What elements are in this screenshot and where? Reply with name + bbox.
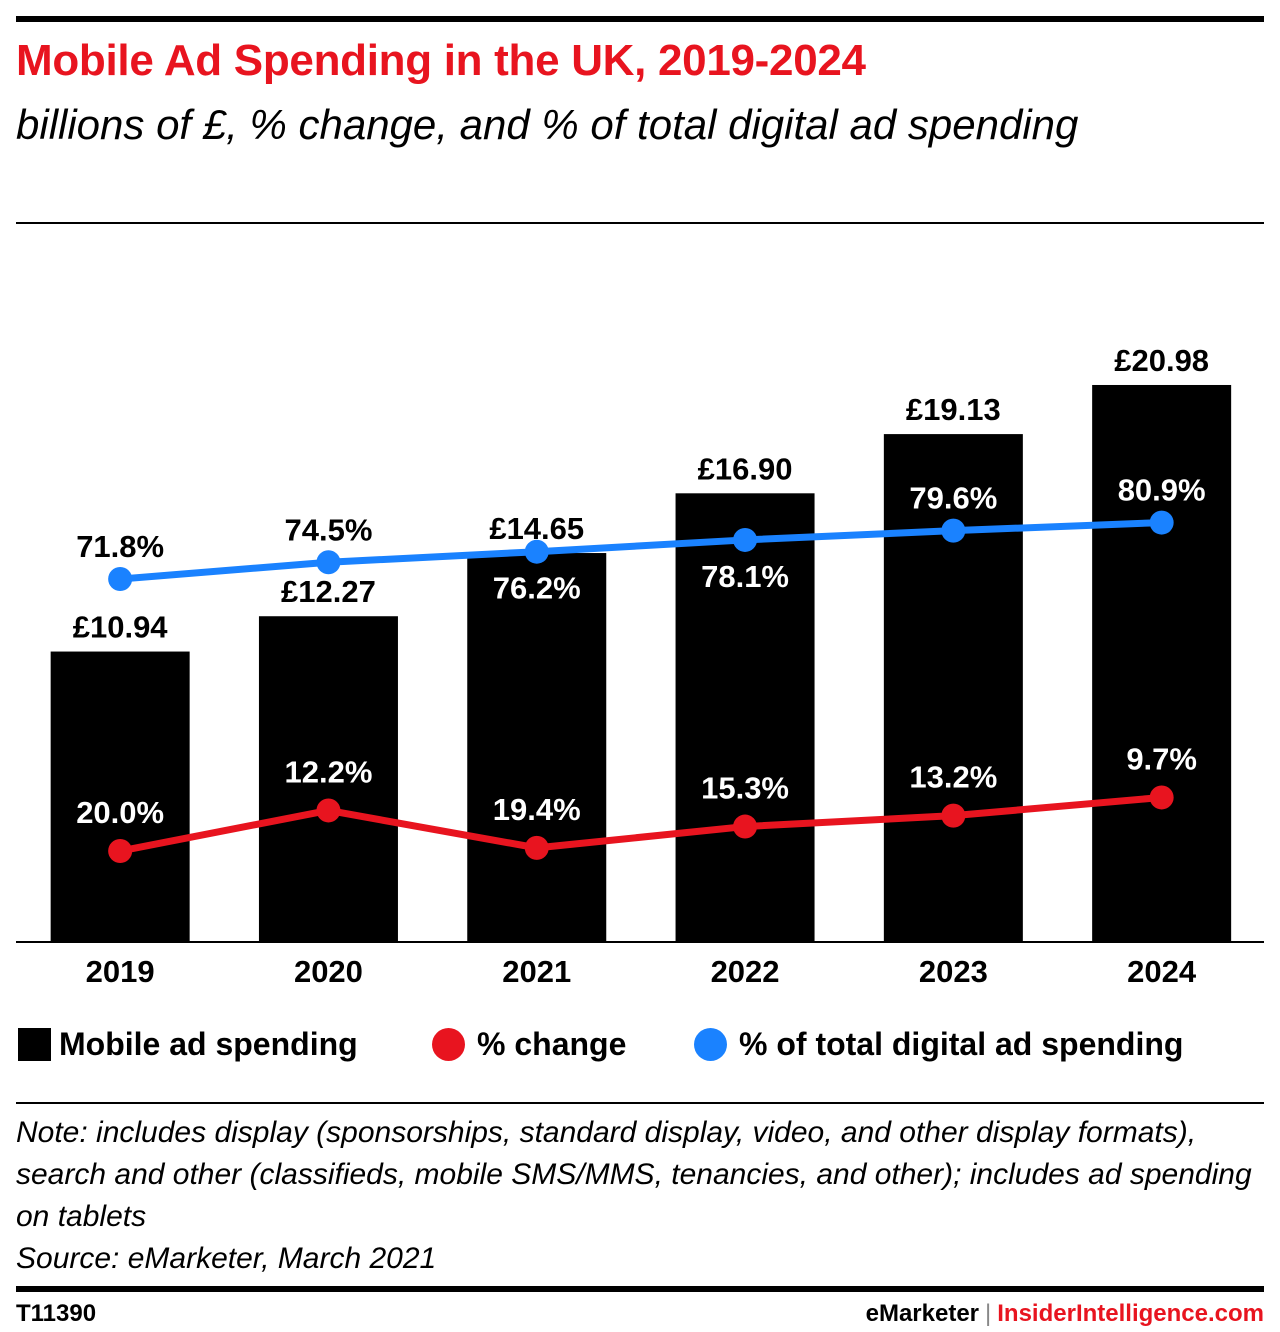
data-label-percent-of-total: 74.5% (284, 512, 372, 547)
data-label-percent-of-total: 71.8% (76, 529, 164, 564)
legend-swatch-percent-of-total (694, 1027, 727, 1061)
bar-value-label: £16.90 (698, 451, 793, 486)
bar-mobile-ad-spending (258, 616, 398, 942)
top-rule (16, 16, 1264, 22)
legend-item-mobile-ad-spending: Mobile ad spending (18, 1024, 358, 1064)
bar-mobile-ad-spending (675, 493, 815, 942)
chart-code: T11390 (16, 1300, 97, 1327)
data-label-percent-change: 13.2% (909, 760, 997, 795)
data-label-percent-change: 20.0% (76, 795, 164, 830)
data-label-percent-change: 15.3% (701, 771, 789, 806)
point-percent-of-total (316, 550, 341, 575)
point-percent-of-total (108, 567, 133, 591)
brand-line: eMarketer | InsiderIntelligence.com (866, 1300, 1264, 1328)
point-percent-of-total (941, 518, 966, 543)
data-label-percent-of-total: 80.9% (1118, 473, 1206, 508)
point-percent-change (1149, 785, 1174, 810)
bar-value-label: £20.98 (1114, 343, 1209, 378)
x-tick-label: 2019 (86, 954, 155, 989)
point-percent-change (733, 814, 758, 839)
x-tick-label: 2023 (919, 954, 988, 989)
brand-insider: InsiderIntelligence.com (997, 1300, 1264, 1327)
bar-mobile-ad-spending (50, 651, 190, 942)
legend-swatch-percent-change (432, 1027, 465, 1061)
header-rule (16, 222, 1264, 224)
point-percent-change (941, 803, 966, 828)
data-label-percent-change: 12.2% (284, 754, 372, 789)
data-label-percent-change: 9.7% (1126, 741, 1197, 776)
point-percent-of-total (524, 539, 549, 564)
line-percent-of-total (119, 519, 1162, 583)
legend-swatch-mobile-ad-spending (18, 1027, 51, 1061)
x-tick-label: 2020 (294, 954, 363, 989)
bar-value-label: £10.94 (73, 610, 169, 645)
bar-mobile-ad-spending (1092, 384, 1232, 943)
data-label-percent-of-total: 76.2% (493, 571, 581, 606)
note-text: Note: includes display (sponsorships, st… (16, 1116, 1252, 1233)
point-percent-change (524, 835, 549, 860)
legend-label: % of total digital ad spending (739, 1025, 1184, 1062)
point-percent-change (108, 839, 133, 863)
data-label-percent-of-total: 78.1% (701, 559, 789, 594)
line-percent-change (119, 793, 1162, 855)
point-percent-change (316, 798, 341, 823)
source-text: Source: eMarketer, March 2021 (16, 1242, 437, 1275)
chart-area: £10.94£12.27£14.65£16.90£19.13£20.982019… (16, 343, 1264, 989)
legend-label: % change (477, 1025, 627, 1062)
legend-label: Mobile ad spending (59, 1025, 358, 1062)
point-percent-of-total (1149, 510, 1174, 535)
chart-title: Mobile Ad Spending in the UK, 2019-2024 (16, 36, 866, 85)
data-label-percent-of-total: 79.6% (909, 481, 997, 516)
x-tick-label: 2024 (1127, 954, 1197, 989)
footnote: Note: includes display (sponsorships, st… (16, 1112, 1266, 1280)
note-rule (16, 1102, 1264, 1104)
legend-item-percent-change: % change (432, 1024, 626, 1064)
bar-mobile-ad-spending (467, 553, 607, 942)
legend-item-percent-of-total: % of total digital ad spending (694, 1024, 1183, 1064)
brand-separator: | (985, 1300, 992, 1327)
data-label-percent-change: 19.4% (493, 792, 581, 827)
chart-subtitle: billions of £, % change, and % of total … (16, 101, 1079, 148)
footer-rule (16, 1286, 1264, 1292)
x-tick-label: 2021 (502, 954, 571, 989)
brand-emarketer: eMarketer (865, 1300, 980, 1327)
bar-value-label: £19.13 (906, 392, 1001, 427)
x-tick-label: 2022 (711, 954, 780, 989)
point-percent-of-total (733, 527, 758, 552)
bar-value-label: £12.27 (281, 574, 376, 609)
